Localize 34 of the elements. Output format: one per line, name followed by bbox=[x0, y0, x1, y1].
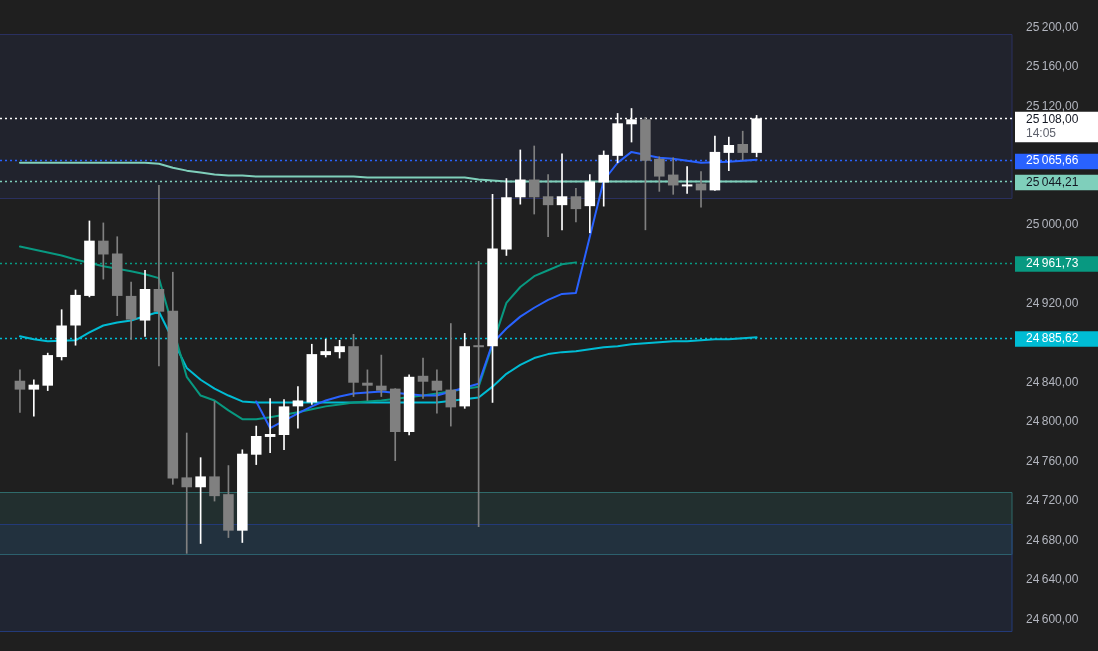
y-tick-label: 24 760,00 bbox=[1026, 453, 1079, 468]
candlestick bbox=[153, 185, 165, 367]
y-tick-label: 24 840,00 bbox=[1026, 375, 1079, 390]
candlestick bbox=[292, 386, 304, 429]
candlestick bbox=[320, 338, 332, 358]
candlestick bbox=[417, 357, 429, 399]
y-tick-label: 24 600,00 bbox=[1026, 611, 1079, 626]
candlestick bbox=[556, 153, 568, 231]
y-tick-label: 24 720,00 bbox=[1026, 493, 1079, 508]
y-tick-label: 24 800,00 bbox=[1026, 414, 1079, 429]
y-tick-label: 25 000,00 bbox=[1026, 217, 1079, 232]
ref-line-label: 24 885,62 bbox=[1026, 331, 1079, 346]
y-tick-label: 25 160,00 bbox=[1026, 59, 1079, 74]
candlestick bbox=[14, 369, 26, 413]
y-tick-label: 24 920,00 bbox=[1026, 296, 1079, 311]
candlestick bbox=[542, 174, 554, 238]
candlestick bbox=[695, 171, 707, 208]
y-tick-label: 25 200,00 bbox=[1026, 19, 1079, 34]
ref-line-label: 25 108,00 bbox=[1026, 111, 1079, 126]
ref-line-label: 25 065,66 bbox=[1026, 153, 1079, 168]
y-tick-label: 24 640,00 bbox=[1026, 572, 1079, 587]
y-tick-label: 25 120,00 bbox=[1026, 98, 1079, 113]
y-tick-label: 24 680,00 bbox=[1026, 532, 1079, 547]
candlestick bbox=[376, 354, 387, 397]
candlestick bbox=[431, 369, 443, 414]
candlestick bbox=[723, 136, 735, 171]
ref-line-label: 24 961,73 bbox=[1026, 255, 1079, 270]
candlestick bbox=[264, 398, 276, 454]
candlestick bbox=[28, 379, 40, 417]
ref-line-label: 25 044,21 bbox=[1026, 174, 1079, 189]
candlestick bbox=[181, 432, 193, 554]
candlestick bbox=[445, 323, 457, 427]
candlestick bbox=[681, 166, 693, 194]
text: 14:05 bbox=[1026, 125, 1057, 140]
